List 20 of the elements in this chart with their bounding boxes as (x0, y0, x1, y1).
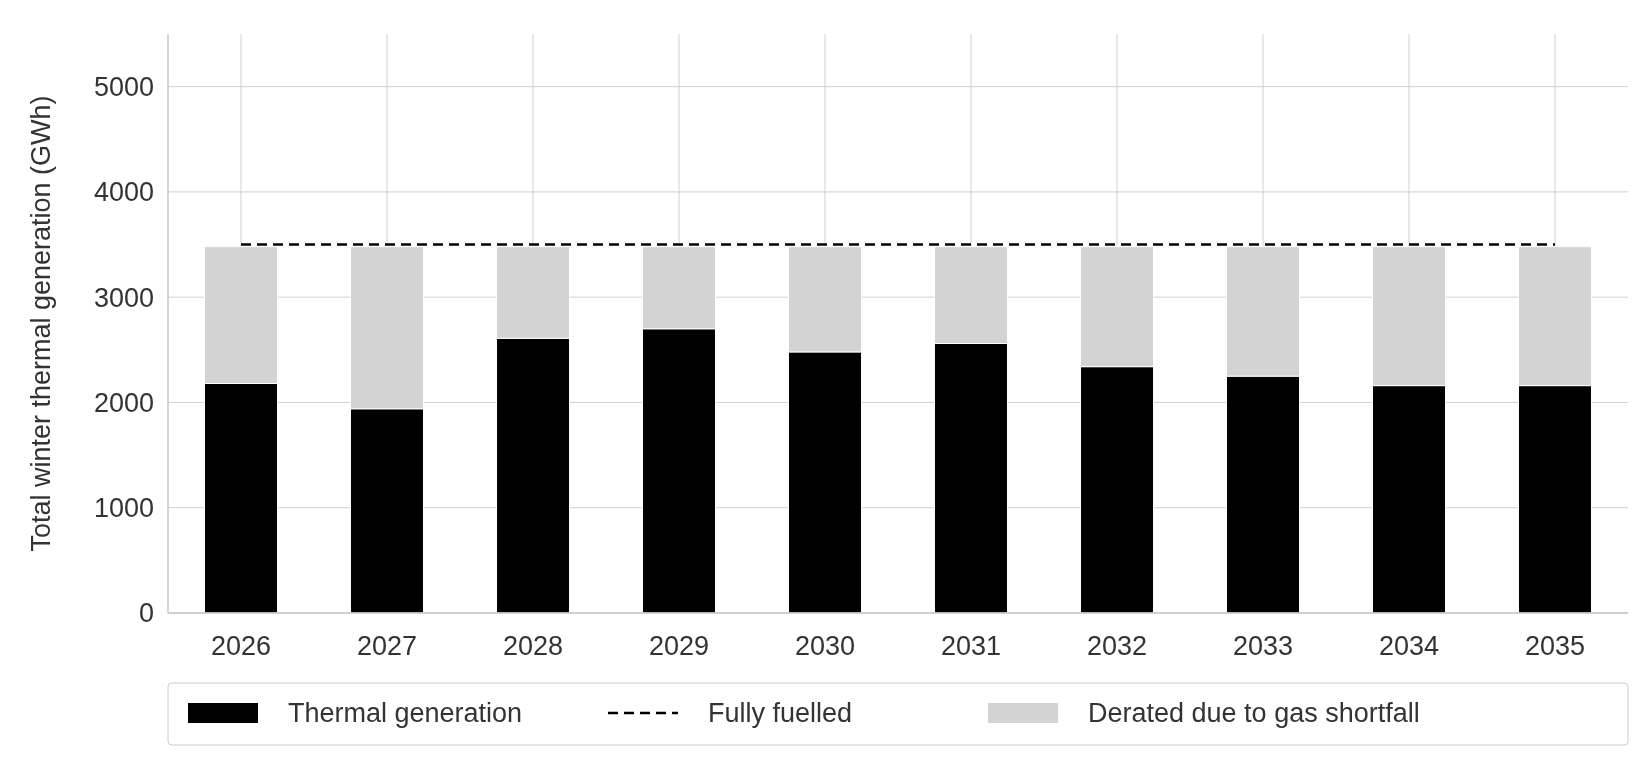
y-tick-label: 4000 (93, 177, 154, 208)
x-tick-label: 2027 (356, 631, 418, 661)
y-axis-title: Total winter thermal generation (GWh) (26, 95, 56, 552)
x-tick-label: 2035 (1524, 631, 1586, 661)
x-tick-label: 2034 (1378, 631, 1440, 661)
x-tick-label: 2028 (502, 631, 564, 661)
y-tick-label: 3000 (93, 282, 154, 313)
legend-label: Thermal generation (288, 698, 523, 729)
x-tick-label: 2033 (1232, 631, 1294, 661)
x-tick-label: 2029 (648, 631, 710, 661)
y-tick-label: 5000 (93, 72, 154, 103)
y-tick-label: 1000 (93, 493, 154, 524)
x-tick-label: 2032 (1086, 631, 1148, 661)
x-tick-label: 2026 (210, 631, 272, 661)
x-tick-label: 2031 (940, 631, 1002, 661)
legend-label: Fully fuelled (708, 698, 853, 729)
y-tick-label: 0 (138, 598, 154, 629)
y-tick-label: 2000 (93, 387, 154, 418)
legend-label: Derated due to gas shortfall (1088, 698, 1420, 729)
x-tick-label: 2030 (794, 631, 856, 661)
